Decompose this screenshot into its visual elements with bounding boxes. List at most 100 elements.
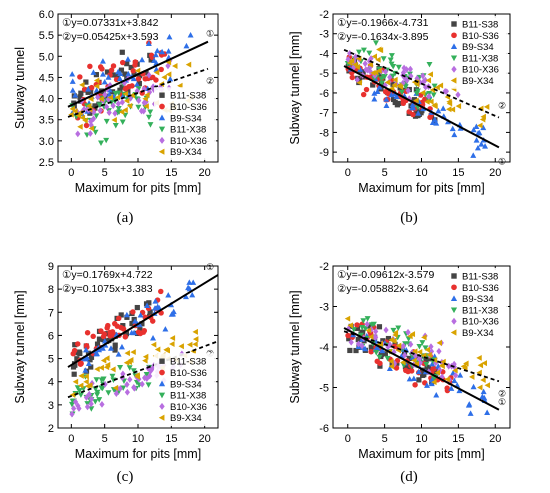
- data-point: [77, 94, 83, 100]
- data-point: [134, 373, 141, 380]
- data-point: [107, 94, 114, 101]
- fit-line-marker: ②: [498, 100, 506, 110]
- data-point: [354, 322, 360, 328]
- x-tick-label: 15: [165, 433, 177, 445]
- data-point: [76, 405, 82, 412]
- data-point: [141, 327, 148, 334]
- data-point: [151, 57, 158, 63]
- data-point: [426, 93, 432, 100]
- data-point: [165, 48, 172, 54]
- data-point: [71, 371, 77, 377]
- equation-circle: ①: [62, 17, 72, 29]
- data-point: [110, 63, 117, 69]
- y-tick-label: 5.0: [39, 51, 54, 63]
- equation-text: y=0.05425x+3.593: [71, 31, 158, 43]
- y-tick-label: -8: [319, 127, 329, 139]
- data-point: [367, 63, 374, 70]
- data-point: [410, 375, 417, 381]
- data-point: [87, 130, 93, 137]
- data-point: [387, 57, 394, 64]
- data-point: [124, 381, 130, 388]
- data-point: [395, 64, 402, 71]
- data-point: [387, 341, 393, 349]
- data-point: [96, 336, 103, 342]
- data-point: [470, 152, 477, 158]
- data-point: [121, 79, 127, 87]
- data-point: [395, 342, 402, 349]
- x-tick-label: 10: [132, 167, 144, 179]
- fit-equation: ②y=0.05425x+3.593: [62, 31, 159, 43]
- data-point: [429, 86, 436, 93]
- data-point: [87, 63, 93, 70]
- data-point: [152, 51, 159, 58]
- data-point: [368, 326, 374, 333]
- data-point: [354, 76, 360, 84]
- data-point: [91, 108, 97, 116]
- data-point: [131, 71, 137, 77]
- data-point: [104, 69, 111, 75]
- data-point: [93, 350, 100, 357]
- data-point: [416, 344, 423, 350]
- data-point: [158, 66, 164, 73]
- data-point: [370, 82, 376, 88]
- data-point: [96, 102, 103, 108]
- data-point: [162, 326, 169, 332]
- legend-marker: [158, 392, 166, 399]
- equation-text: y=-0.05882x-3.64: [346, 283, 428, 295]
- data-point: [368, 333, 374, 340]
- legend-label: B9-X34: [462, 328, 494, 339]
- data-point: [364, 320, 370, 328]
- data-point: [103, 118, 110, 125]
- data-point: [408, 72, 414, 80]
- legend-marker: [450, 307, 458, 314]
- data-point: [383, 96, 390, 102]
- data-point: [104, 355, 110, 362]
- data-point: [192, 336, 199, 343]
- data-point: [467, 410, 474, 416]
- data-point: [70, 350, 76, 357]
- data-point: [483, 103, 490, 110]
- fit-line-1: [67, 40, 209, 108]
- data-point: [182, 293, 189, 300]
- data-point: [68, 401, 75, 408]
- legend-marker: [450, 55, 458, 62]
- chart-panel: 0 5 10 15 20 -2 -3 -4 -5 -6 -7 -8 -9 Maximum for pits…: [288, 9, 511, 226]
- data-point: [148, 57, 154, 63]
- data-point: [383, 326, 389, 334]
- data-point: [84, 329, 91, 336]
- legend-box: [446, 16, 508, 89]
- data-point: [400, 79, 406, 87]
- fit-line-2: [343, 330, 500, 383]
- data-point: [135, 104, 142, 111]
- data-point: [100, 336, 107, 343]
- data-point: [377, 47, 384, 54]
- data-point: [393, 93, 400, 99]
- data-point: [153, 69, 160, 76]
- data-point: [428, 380, 435, 387]
- data-point: [124, 56, 131, 62]
- data-point: [457, 372, 464, 378]
- legend-marker: [159, 136, 165, 144]
- data-point: [142, 357, 148, 364]
- legend-label: B9-S34: [170, 379, 202, 390]
- y-tick-label: -3: [319, 302, 329, 314]
- data-point: [444, 376, 450, 383]
- data-point: [402, 84, 409, 90]
- data-point: [99, 71, 106, 77]
- data-point: [93, 377, 100, 383]
- data-point: [395, 325, 402, 331]
- data-point: [129, 83, 135, 89]
- data-point: [69, 78, 76, 84]
- data-point: [466, 401, 473, 407]
- panel-label: (a): [117, 210, 134, 226]
- data-point: [355, 340, 362, 348]
- data-point: [76, 349, 82, 355]
- data-point: [127, 376, 133, 383]
- legend-marker: [451, 284, 457, 291]
- data-point: [388, 91, 395, 98]
- fit-equation: ②y=0.1075x+3.383: [62, 283, 153, 295]
- legend-label: B9-X34: [170, 147, 202, 158]
- data-point: [476, 369, 482, 376]
- data-point: [412, 382, 418, 388]
